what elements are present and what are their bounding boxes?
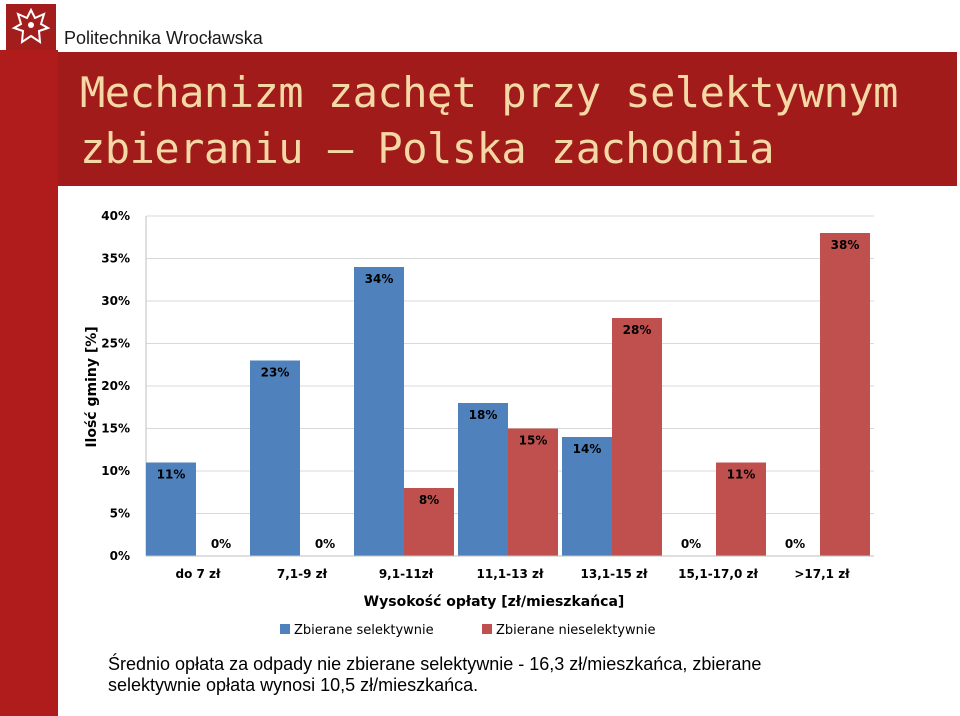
x-tick-label: 15,1-17,0 zł	[678, 567, 758, 581]
data-label: 11%	[727, 468, 756, 482]
logo	[6, 4, 56, 50]
data-label: 23%	[261, 366, 290, 380]
data-label: 34%	[365, 272, 394, 286]
data-label: 14%	[573, 442, 602, 456]
legend-swatch	[280, 624, 290, 634]
bar	[508, 428, 558, 556]
bar	[562, 437, 612, 556]
bar	[612, 318, 662, 556]
x-axis: do 7 zł 7,1-9 zł 9,1-11zł 11,1-13 zł 13,1-15…	[146, 555, 874, 581]
y-axis: 0% 5% 10% 15% 20% 25% 30% 35% 40%	[101, 209, 147, 563]
x-axis-label: Wysokość opłaty [zł/mieszkańca]	[364, 594, 625, 610]
y-tick-label: 20%	[101, 379, 130, 393]
x-tick-label: 9,1-11zł	[379, 567, 434, 581]
y-tick-label: 25%	[101, 337, 130, 351]
legend-label: Zbierane nieselektywnie	[496, 623, 655, 638]
data-label: 28%	[623, 323, 652, 337]
x-tick-label: 13,1-15 zł	[581, 567, 648, 581]
y-tick-label: 40%	[101, 209, 130, 223]
data-label: 0%	[315, 537, 335, 551]
eagle-crest-icon	[11, 7, 51, 44]
bar	[354, 267, 404, 556]
footnote-line-1: Średnio opłata za odpady nie zbierane se…	[108, 654, 762, 674]
x-tick-label: 7,1-9 zł	[277, 567, 328, 581]
legend-swatch	[482, 624, 492, 634]
title-band: Mechanizm zachęt przy selektywnym zbiera…	[58, 52, 957, 186]
x-tick-label: 11,1-13 zł	[477, 567, 544, 581]
data-label: 15%	[519, 434, 548, 448]
data-label: 0%	[681, 537, 701, 551]
y-tick-label: 30%	[101, 294, 130, 308]
y-tick-label: 35%	[101, 252, 130, 266]
data-label: 0%	[211, 537, 231, 551]
legend-label: Zbierane selektywnie	[294, 623, 434, 638]
y-tick-label: 5%	[110, 507, 130, 521]
bar-chart: 0% 5% 10% 15% 20% 25% 30% 35% 40% 11% 0% 23% 0% 34% 8…	[84, 209, 874, 638]
legend: Zbierane selektywnie Zbierane nieselektyw…	[280, 623, 655, 638]
data-label: 38%	[831, 238, 860, 252]
bar	[716, 462, 766, 556]
data-label: 11%	[157, 468, 186, 482]
x-tick-label: do 7 zł	[176, 567, 222, 581]
y-tick-label: 10%	[101, 464, 130, 478]
footnote: Średnio opłata za odpady nie zbierane se…	[108, 654, 948, 696]
y-axis-label: Ilość gminy [%]	[84, 326, 100, 447]
data-label: 8%	[419, 493, 439, 507]
bars: 11% 0% 23% 0% 34% 8% 18% 15% 14% 28% 0% 11% 0% 38%	[146, 233, 870, 556]
x-tick-label: >17,1 zł	[794, 567, 850, 581]
bar	[146, 462, 196, 556]
bar	[458, 403, 508, 556]
y-tick-label: 15%	[101, 422, 130, 436]
bar	[820, 233, 870, 556]
data-label: 0%	[785, 537, 805, 551]
y-tick-label: 0%	[110, 549, 130, 563]
org-name: Politechnika Wrocławska	[64, 28, 263, 48]
slide-title-line-2: zbieraniu – Polska zachodnia	[80, 124, 775, 173]
slide-title-line-1: Mechanizm zachęt przy selektywnym	[80, 68, 898, 117]
bar	[250, 360, 300, 556]
bar	[404, 488, 454, 556]
side-accent-bar	[0, 50, 58, 716]
footnote-line-2: selektywnie opłata wynosi 10,5 zł/mieszk…	[108, 675, 479, 695]
data-label: 18%	[469, 408, 498, 422]
